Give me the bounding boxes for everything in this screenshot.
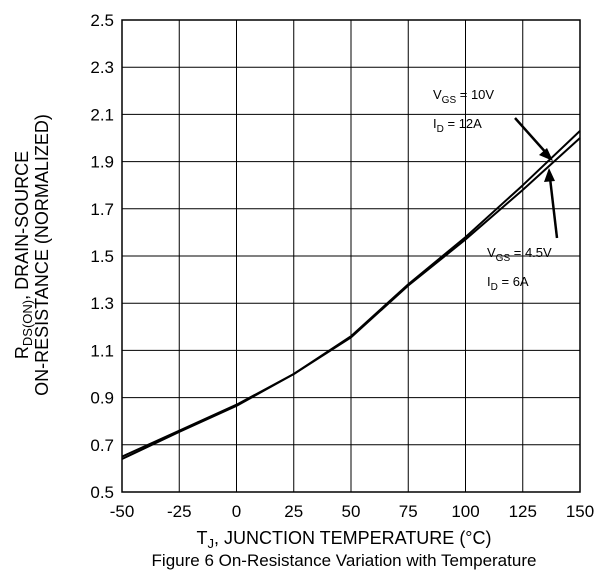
series-lines	[121, 130, 581, 460]
x-tick-label: 100	[451, 502, 479, 521]
series-line-2	[121, 137, 581, 460]
y-tick-label: 1.5	[90, 247, 114, 266]
x-tick-label: -25	[167, 502, 192, 521]
x-tick-label: 75	[399, 502, 418, 521]
x-tick-label: 25	[284, 502, 303, 521]
x-tick-label: 0	[232, 502, 241, 521]
y-tick-label: 1.9	[90, 153, 114, 172]
annotation-series-2: VGS = 4.5V ID = 6A	[487, 168, 559, 293]
annotation-series-1: VGS = 10V ID = 12A	[433, 87, 553, 161]
annotation-1-id-value: 12A	[459, 116, 482, 131]
y-tick-label: 2.3	[90, 58, 114, 77]
x-axis-label: TJ, JUNCTION TEMPERATURE (°C)	[196, 528, 491, 551]
y-tick-label: 0.9	[90, 389, 114, 408]
svg-text:VGS = 10V: VGS = 10V	[433, 87, 494, 106]
annotation-2-id-value: 6A	[513, 274, 529, 289]
y-tick-label: 2.5	[90, 11, 114, 30]
y-tick-label: 1.7	[90, 200, 114, 219]
y-tick-label: 0.7	[90, 436, 114, 455]
svg-text:ON-RESISTANCE (NORMALIZED): ON-RESISTANCE (NORMALIZED)	[32, 114, 52, 396]
y-tick-label: 2.1	[90, 105, 114, 124]
annotation-2-arrow	[548, 177, 559, 239]
y-tick-label: 1.3	[90, 294, 114, 313]
grid-lines	[121, 19, 581, 493]
x-tick-label: 125	[509, 502, 537, 521]
x-tick-label: -50	[110, 502, 135, 521]
svg-text:ID = 12A: ID = 12A	[433, 116, 482, 135]
x-tick-labels: -50 -25 0 25 50 75 100 125 150	[110, 502, 594, 521]
svg-text:VGS = 4.5V: VGS = 4.5V	[487, 245, 552, 264]
plot-area-frame	[121, 19, 581, 493]
svg-text:RDS(ON), DRAIN-SOURCE: RDS(ON), DRAIN-SOURCE	[12, 151, 35, 359]
y-tick-label: 1.1	[90, 341, 114, 360]
annotation-1-arrowhead	[539, 148, 553, 161]
annotation-2-vgs-value: 4.5V	[525, 245, 552, 260]
x-tick-label: 50	[342, 502, 361, 521]
figure-caption: Figure 6 On-Resistance Variation with Te…	[152, 551, 537, 570]
svg-text:ID = 6A: ID = 6A	[487, 274, 529, 293]
y-tick-labels: 0.5 0.7 0.9 1.1 1.3 1.5 1.7 1.9 2.1 2.3 2.5	[90, 11, 114, 502]
y-axis-label: RDS(ON), DRAIN-SOURCE ON-RESISTANCE (NOR…	[12, 114, 52, 396]
x-tick-label: 150	[566, 502, 594, 521]
annotation-1-arrow	[514, 117, 549, 156]
annotation-2-arrowhead	[544, 168, 555, 182]
annotation-1-vgs-value: 10V	[471, 87, 494, 102]
y-tick-label: 0.5	[90, 483, 114, 502]
annotation-1-vgs-prefix: V	[433, 87, 442, 102]
